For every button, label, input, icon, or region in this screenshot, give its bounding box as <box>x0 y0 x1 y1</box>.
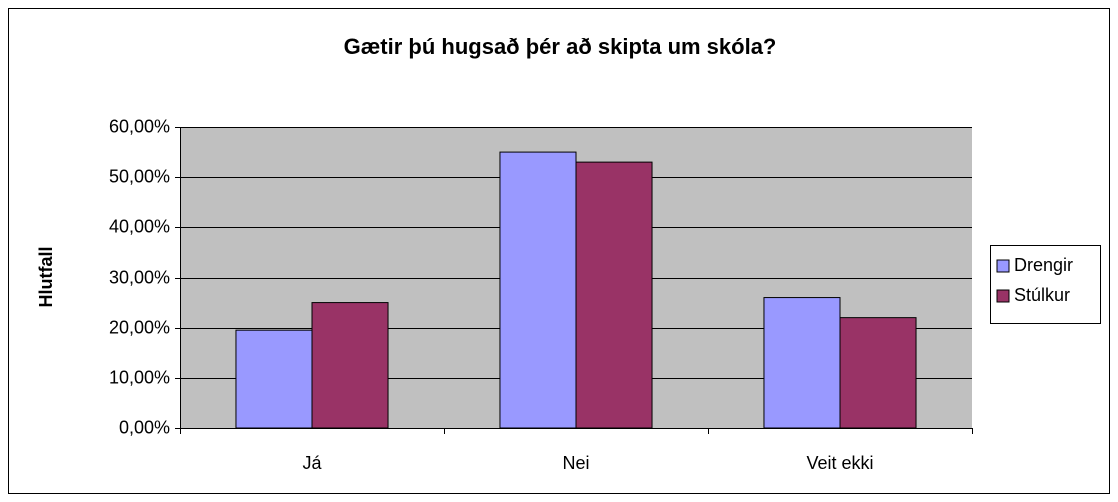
legend-swatch <box>996 259 1010 273</box>
bar <box>235 329 313 429</box>
x-tick-label: Nei <box>562 453 589 473</box>
x-tick-label: Já <box>302 453 322 473</box>
legend-label: Drengir <box>1014 255 1073 275</box>
y-axis-label: Hlutfall <box>36 247 56 308</box>
bar <box>311 302 389 429</box>
y-tick-label: 60,00% <box>109 116 170 136</box>
legend-swatch <box>996 289 1010 303</box>
y-tick-label: 40,00% <box>109 216 170 236</box>
y-tick-label: 20,00% <box>109 317 170 337</box>
bar <box>763 297 841 429</box>
legend-label: Stúlkur <box>1014 285 1070 305</box>
y-tick-label: 0,00% <box>119 417 170 437</box>
y-tick-label: 10,00% <box>109 367 170 387</box>
x-tick-label: Veit ekki <box>806 453 873 473</box>
chart-title: Gætir þú hugsað þér að skipta um skóla? <box>344 34 777 59</box>
y-tick-label: 30,00% <box>109 267 170 287</box>
legend-box <box>990 245 1101 324</box>
bar <box>575 161 653 429</box>
y-tick-label: 50,00% <box>109 166 170 186</box>
bar <box>839 317 917 429</box>
bar <box>499 151 577 429</box>
